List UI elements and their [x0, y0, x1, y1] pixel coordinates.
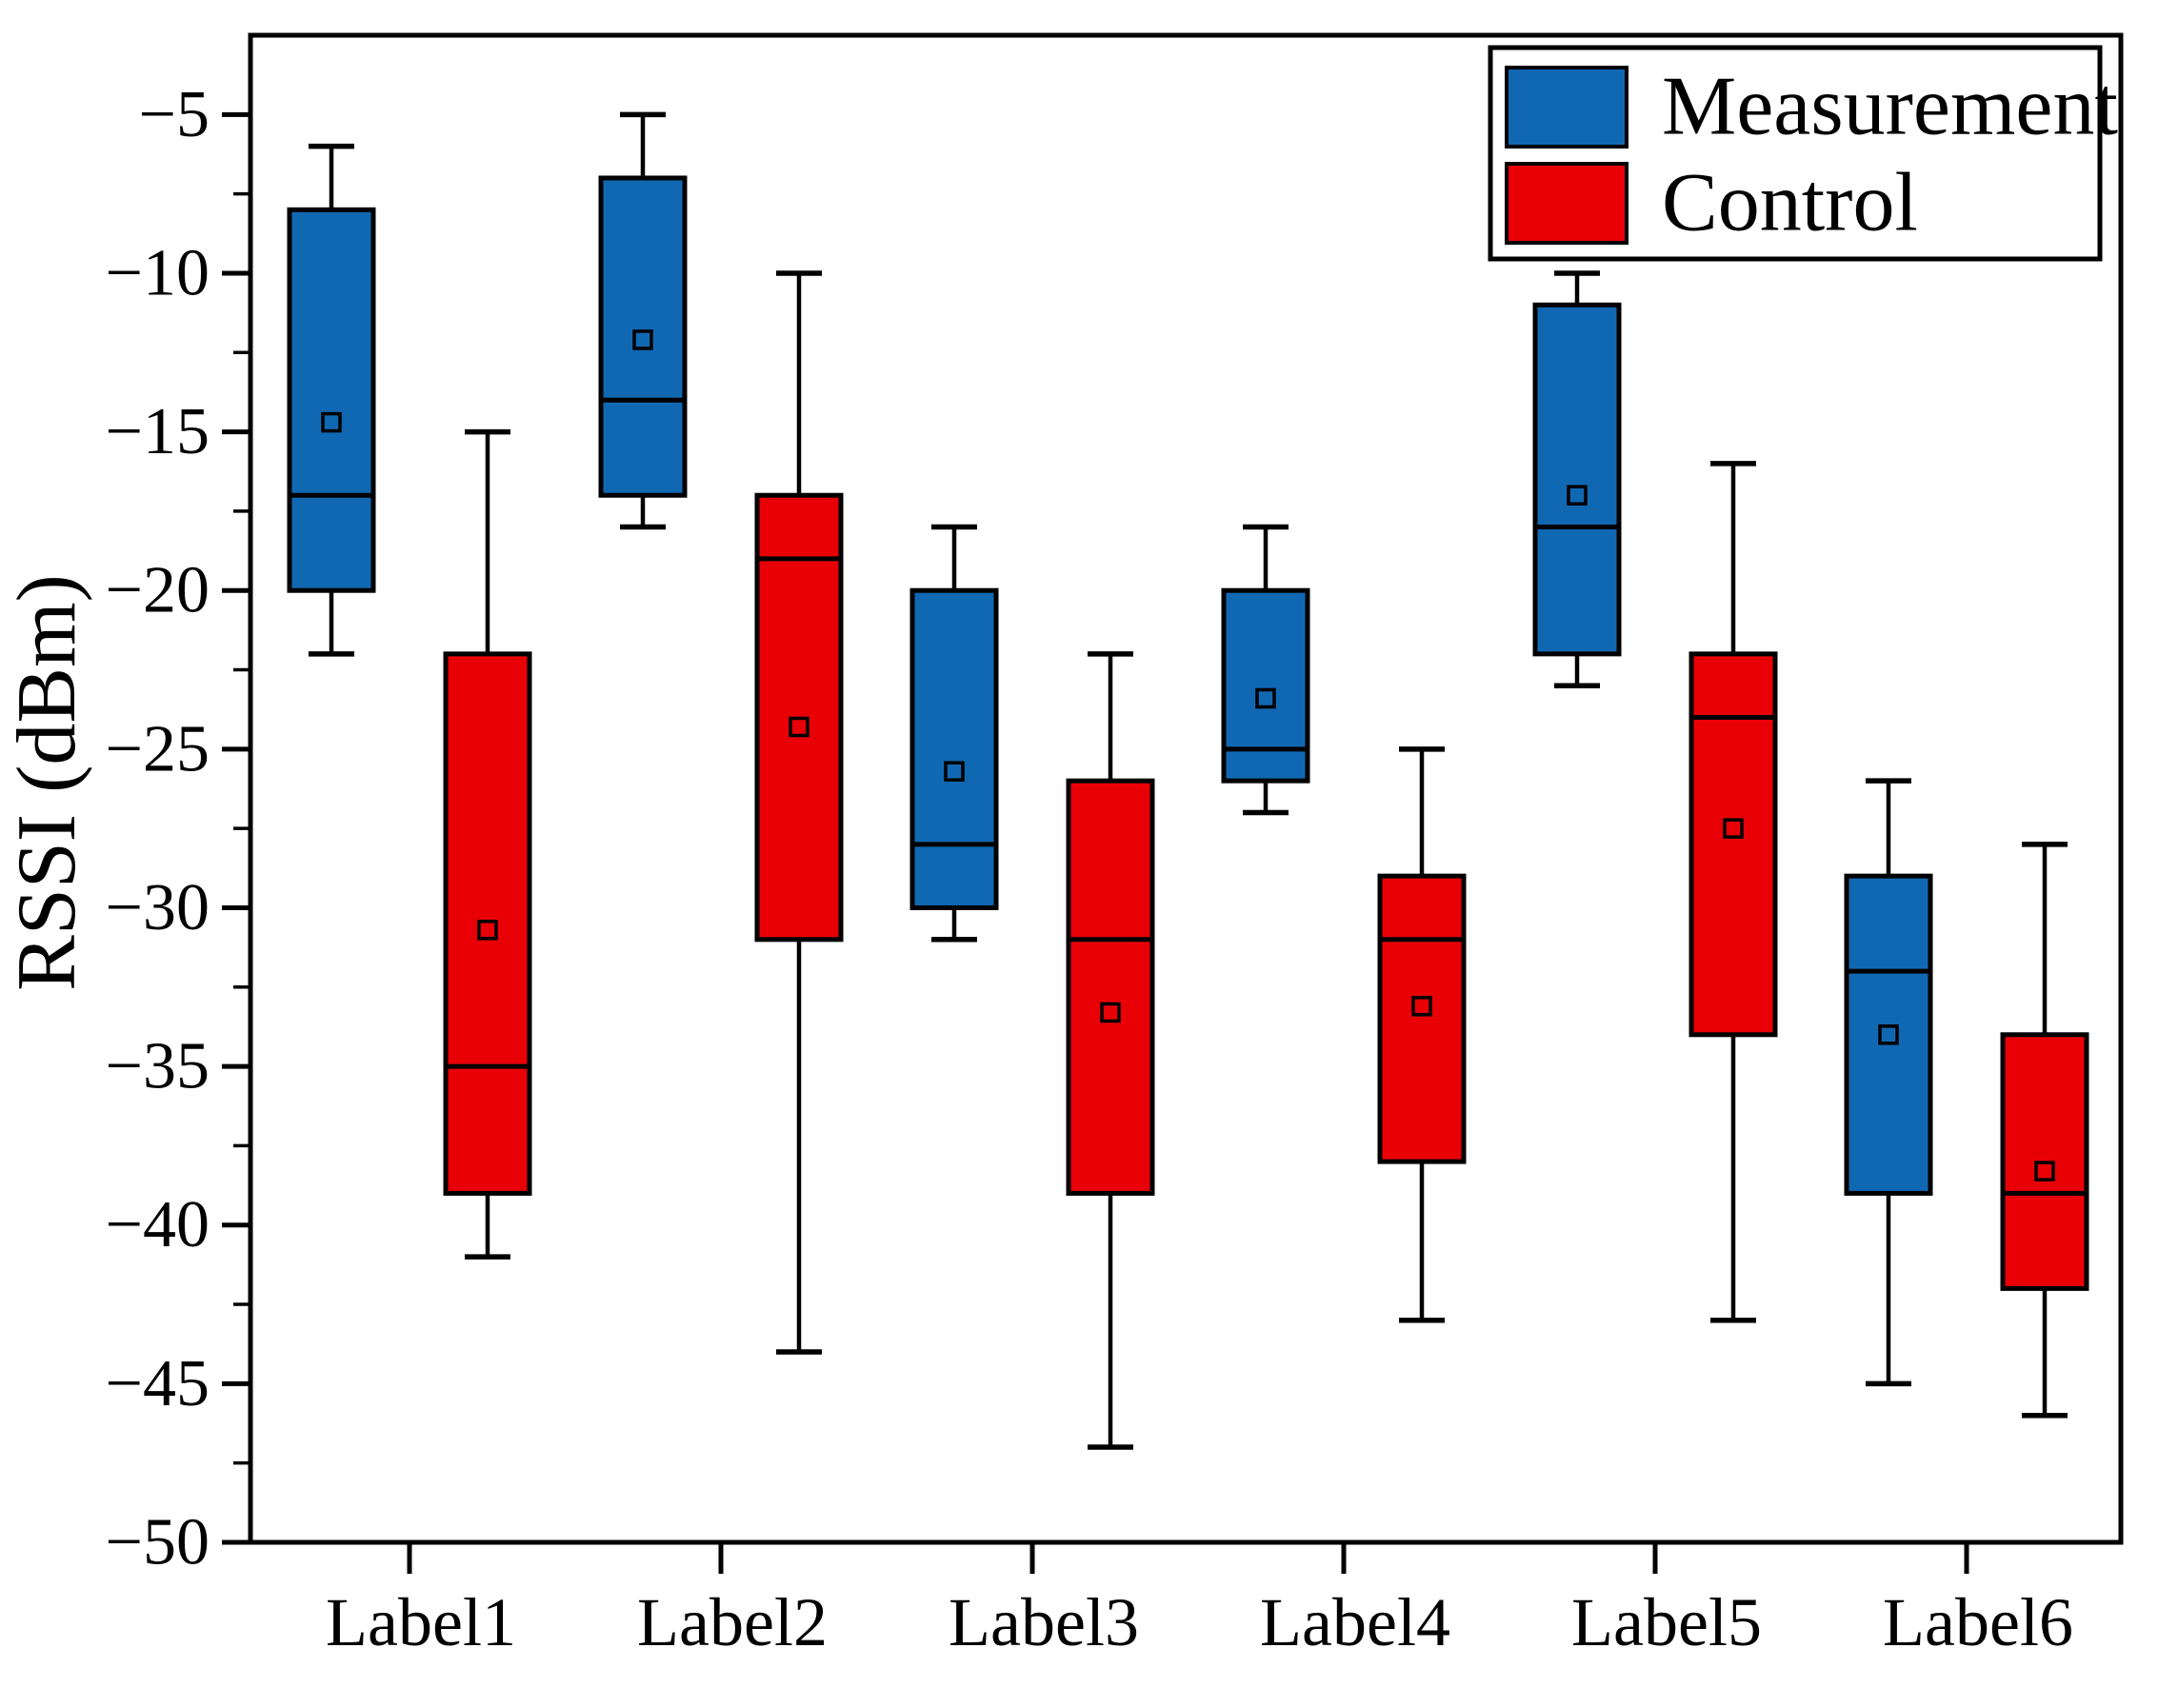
y-tick-label: −45 [106, 1347, 210, 1420]
mean-marker [1723, 818, 1744, 839]
box-control-label1 [443, 428, 532, 1260]
iqr-box [443, 651, 532, 1196]
box-measurement-label5 [1532, 270, 1622, 688]
mean-marker [1100, 1002, 1121, 1023]
iqr-box [287, 207, 376, 593]
mean-marker [632, 329, 653, 350]
box-control-label2 [754, 270, 844, 1355]
iqr-box [1066, 778, 1155, 1196]
y-axis: −5 −10 −15 −20 −25 −30 −35 −40 −45 −50 [106, 78, 250, 1579]
box-measurement-label2 [598, 111, 688, 530]
mean-marker [944, 761, 965, 782]
x-axis: Label1 Label2 Label3 Label4 Label5 Label6 [326, 1542, 2073, 1660]
iqr-box [1532, 302, 1622, 657]
mean-marker [1255, 687, 1276, 709]
y-tick-label: −30 [106, 871, 210, 944]
box-control-label6 [2000, 842, 2089, 1419]
legend-label-measurement: Measurement [1662, 61, 2118, 153]
x-category-label: Label4 [1260, 1584, 1450, 1660]
box-control-label4 [1377, 746, 1467, 1323]
mean-marker [1878, 1024, 1899, 1045]
box-measurement-label3 [909, 524, 999, 943]
legend-label-control: Control [1662, 157, 1918, 249]
plot-frame [248, 32, 2124, 1545]
box-measurement-label1 [287, 143, 376, 657]
legend-swatch-control [1505, 162, 1628, 245]
y-tick-label: −35 [106, 1030, 210, 1103]
iqr-box [754, 492, 844, 943]
box-control-label3 [1066, 651, 1155, 1450]
mean-marker [789, 716, 809, 738]
iqr-box [2000, 1032, 2089, 1291]
y-tick-label: −5 [139, 78, 210, 151]
box-measurement-label6 [1844, 778, 1933, 1387]
x-category-label: Label3 [949, 1584, 1139, 1660]
mean-marker [477, 920, 498, 941]
y-axis-title: RSSI (dBm) [1, 574, 93, 991]
iqr-box [1844, 873, 1933, 1196]
series-measurement [287, 111, 1933, 1387]
y-tick-label: −15 [106, 395, 210, 468]
x-category-label: Label2 [637, 1584, 828, 1660]
iqr-box [598, 175, 688, 498]
iqr-box [1377, 873, 1467, 1164]
y-tick-label: −25 [106, 712, 210, 785]
iqr-box [909, 587, 999, 910]
legend-swatch-measurement [1505, 66, 1628, 149]
y-tick-label: −20 [106, 554, 210, 627]
x-category-label: Label5 [1571, 1584, 1762, 1660]
iqr-box [1221, 587, 1310, 784]
y-tick-label: −40 [106, 1188, 210, 1261]
mean-marker [321, 411, 342, 433]
iqr-box [1688, 651, 1778, 1038]
mean-marker [1567, 485, 1588, 506]
box-control-label5 [1688, 461, 1778, 1323]
y-tick-label: −50 [106, 1506, 210, 1579]
series-control [443, 270, 2089, 1450]
x-category-label: Label6 [1883, 1584, 2073, 1660]
mean-marker [1411, 996, 1432, 1017]
mean-marker [2034, 1161, 2055, 1182]
box-measurement-label4 [1221, 524, 1310, 816]
y-tick-label: −10 [106, 236, 210, 309]
x-category-label: Label1 [326, 1584, 516, 1660]
